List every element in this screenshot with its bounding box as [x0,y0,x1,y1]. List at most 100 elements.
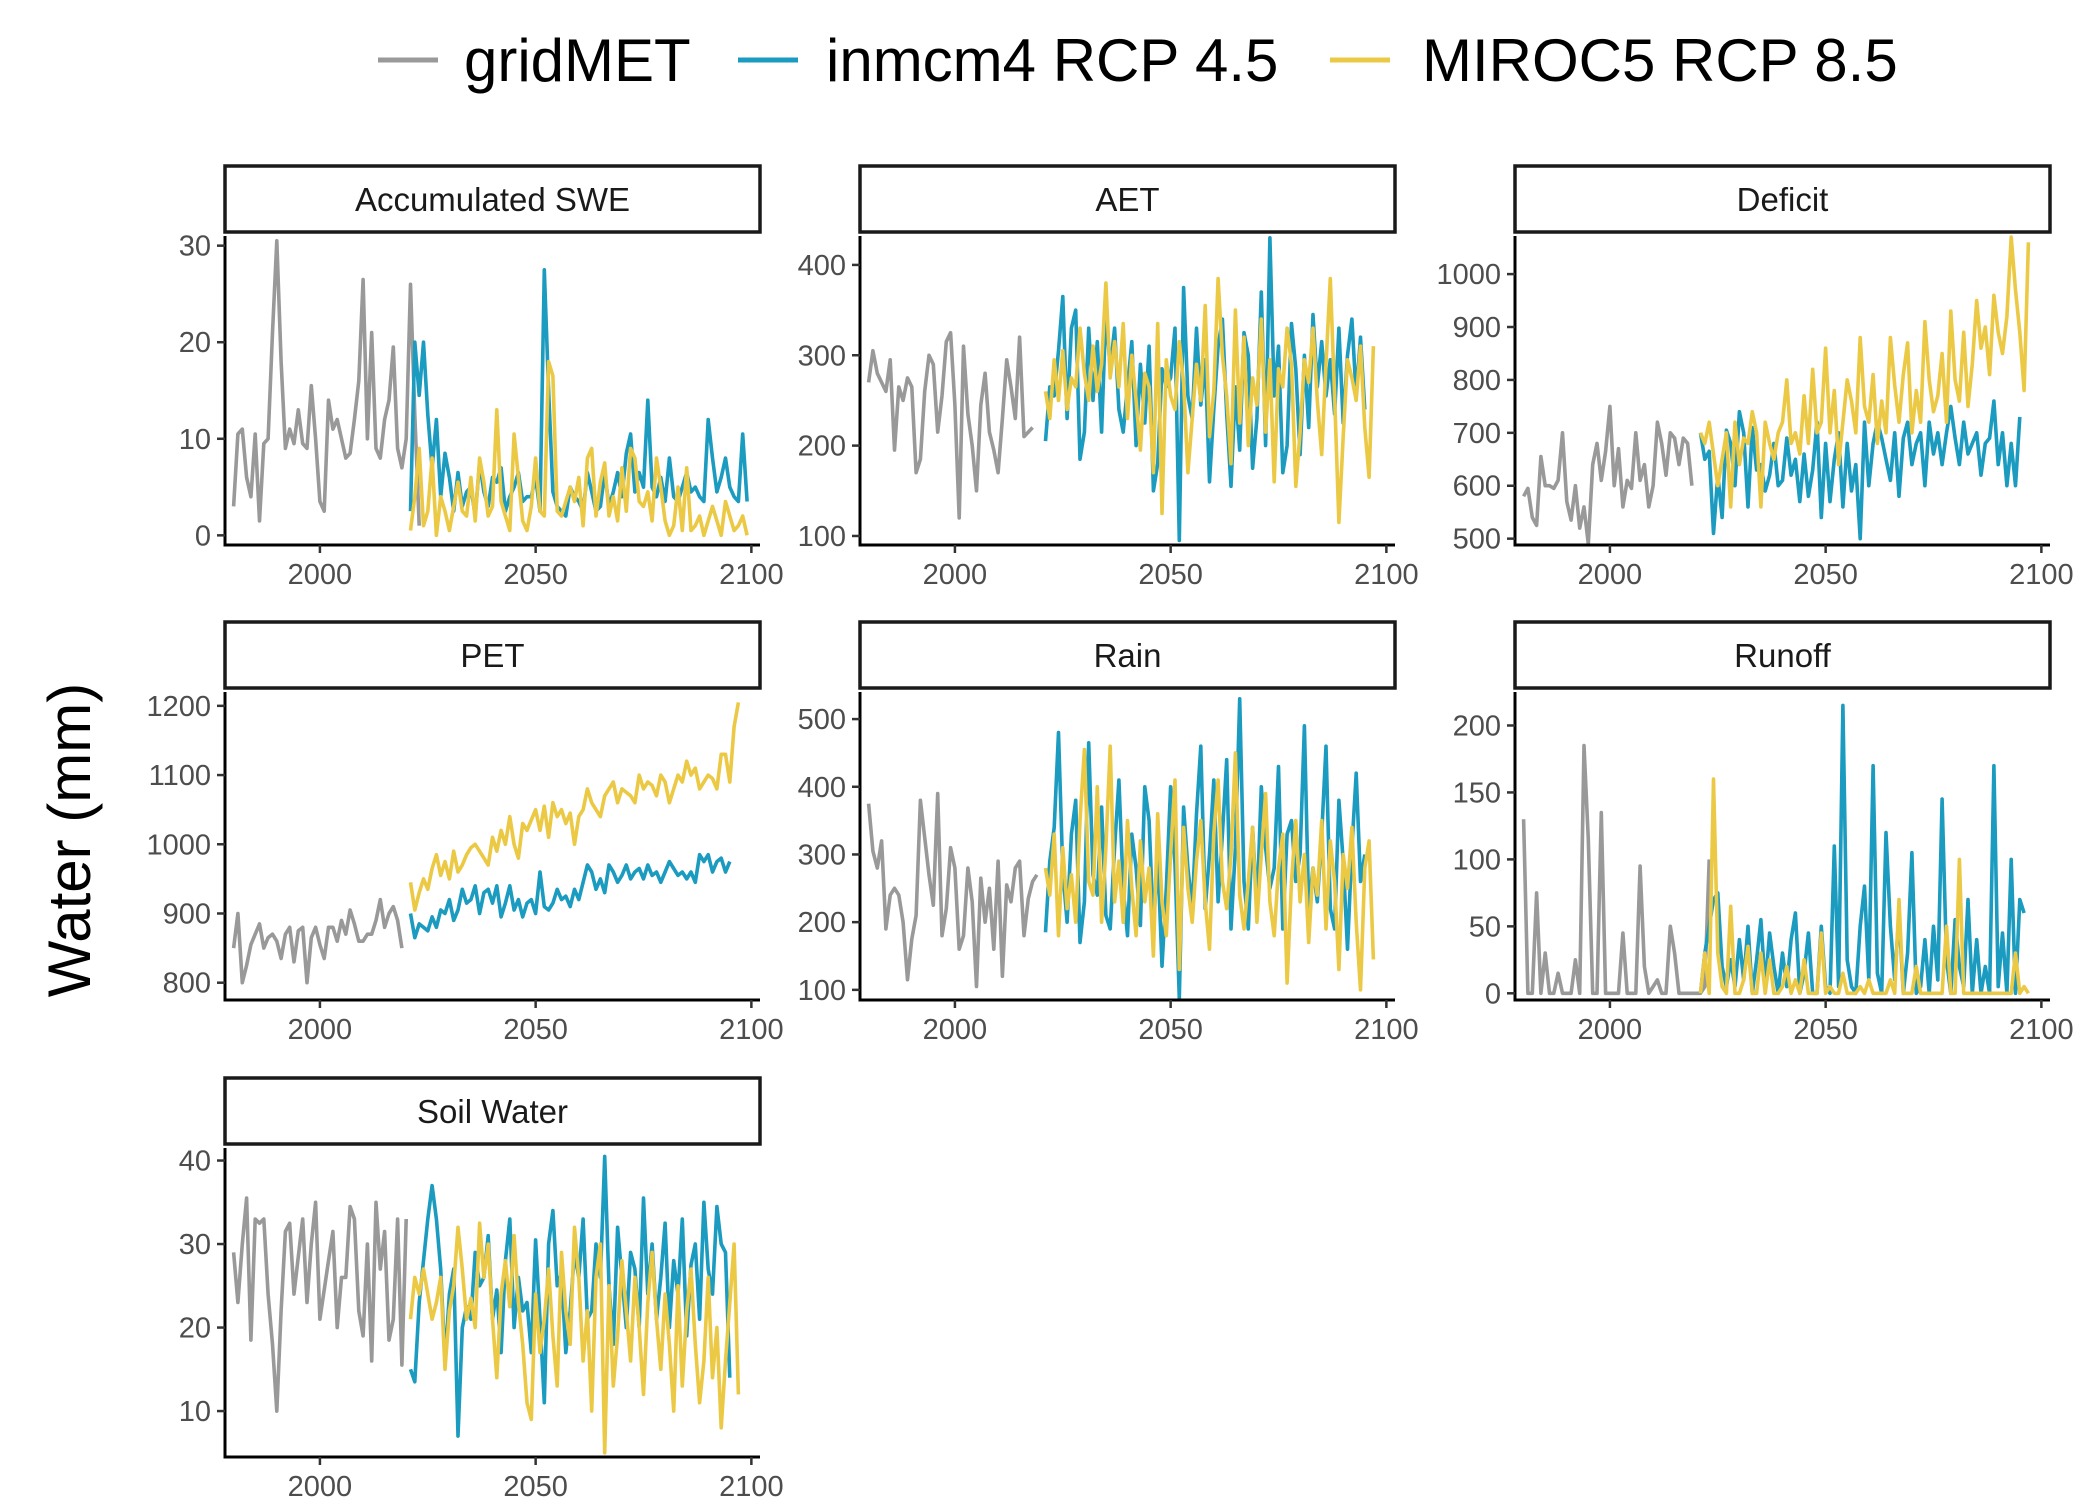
panel-title: Accumulated SWE [355,181,630,218]
series-line-gridmet [231,239,421,526]
y-tick-label: 100 [798,975,846,1007]
x-tick-label: 2000 [288,559,353,591]
panel-title: Rain [1094,637,1162,674]
y-tick-label: 500 [1453,524,1501,556]
panel-rain: Rain 100 200 300 400 500 2000 2050 2100 [798,620,1419,1046]
y-tick-label: 200 [798,907,846,939]
y-tick-label: 1000 [1436,259,1501,291]
x-tick-label: 2050 [503,1471,568,1499]
x-tick-label: 2100 [719,1471,784,1499]
y-tick-label: 30 [179,1229,211,1261]
y-tick-label: 0 [195,520,211,552]
panel-deficit: Deficit 500 600 700 800 900 1000 2000 2050 2100 [1436,164,2074,591]
panel-title: PET [460,637,524,674]
panel-runoff: Runoff 0 50 100 150 200 2000 2050 2100 [1453,620,2074,1046]
series-line-gridmet [1521,743,1711,996]
y-tick-label: 30 [179,231,211,263]
y-tick-label: 40 [179,1146,211,1178]
series-line-gridmet [866,791,1039,989]
panel-title: Runoff [1734,637,1831,674]
x-tick-label: 2100 [1354,1014,1419,1046]
y-tick-label: 1100 [149,760,211,792]
x-tick-label: 2100 [719,559,784,591]
panel-pet: PET 800 900 1000 1100 1200 2000 2050 2100 [146,620,784,1046]
panel-accumulated-swe: Accumulated SWE 0 10 20 30 2000 2050 2100 [179,164,784,591]
y-tick-label: 20 [179,1313,211,1345]
y-tick-label: 400 [798,772,846,804]
x-tick-label: 2050 [1793,559,1858,591]
series-line-miroc5-rcp-8-5 [1698,777,2030,996]
y-tick-label: 0 [1485,978,1501,1010]
y-axis-label: Water (mm) [36,683,103,997]
panel-aet: AET 100 200 300 400 2000 2050 2100 [798,164,1419,591]
panel-strip [223,620,762,690]
x-tick-label: 2050 [503,1014,568,1046]
y-tick-label: 800 [1453,365,1501,397]
y-tick-label: 100 [1453,844,1501,876]
series-line-inmcm4-rcp-4-5 [408,852,732,940]
legend-label-inmcm4-rcp-4-5: inmcm4 RCP 4.5 [826,27,1278,94]
panel-strip [858,164,1397,234]
y-tick-label: 50 [1469,911,1501,943]
y-tick-label: 400 [798,250,846,282]
x-tick-label: 2050 [1138,559,1203,591]
panel-title: Soil Water [417,1093,568,1130]
panel-strip [223,164,762,234]
legend-label-miroc5-rcp-8-5: MIROC5 RCP 8.5 [1422,27,1898,94]
y-tick-label: 10 [179,1396,211,1428]
legend: gridMET inmcm4 RCP 4.5 MIROC5 RCP 8.5 [378,27,1898,94]
panel-title: Deficit [1737,181,1829,218]
series-line-miroc5-rcp-8-5 [408,359,749,538]
y-tick-label: 600 [1453,471,1501,503]
y-tick-label: 200 [798,431,846,463]
series-line-inmcm4-rcp-4-5 [408,1154,732,1438]
x-tick-label: 2000 [288,1014,353,1046]
x-tick-label: 2100 [2009,1014,2074,1046]
y-tick-label: 200 [1453,710,1501,742]
legend-label-gridmet: gridMET [464,27,691,94]
y-tick-label: 700 [1453,418,1501,450]
panel-soil-water: Soil Water 10 20 30 40 2000 2050 2100 [179,1076,784,1499]
x-tick-label: 2100 [719,1014,784,1046]
y-tick-label: 20 [179,327,211,359]
series-line-gridmet [231,1196,408,1413]
x-tick-label: 2100 [1354,559,1419,591]
panel-strip [858,620,1397,690]
x-tick-label: 2050 [1138,1014,1203,1046]
series-line-miroc5-rcp-8-5 [1043,744,1376,992]
series-lines [231,239,749,538]
x-tick-label: 2100 [2009,559,2074,591]
series-lines [231,702,741,985]
series-line-gridmet [866,330,1034,520]
series-lines [1522,235,2031,546]
y-tick-label: 500 [798,704,846,736]
x-tick-label: 2050 [503,559,568,591]
y-tick-label: 900 [1453,312,1501,344]
y-tick-label: 1200 [146,691,211,723]
series-line-miroc5-rcp-8-5 [408,702,741,912]
y-tick-label: 100 [798,521,846,553]
y-tick-label: 150 [1453,777,1501,809]
y-tick-label: 300 [798,839,846,871]
x-tick-label: 2000 [288,1471,353,1499]
y-tick-label: 300 [798,340,846,372]
panel-strip [223,1076,762,1146]
x-tick-label: 2000 [1578,559,1643,591]
legend-item-gridmet: gridMET [378,27,691,94]
series-line-inmcm4-rcp-4-5 [408,267,749,518]
series-lines [866,236,1376,543]
series-lines [866,696,1376,1001]
series-line-inmcm4-rcp-4-5 [1698,399,2022,541]
y-tick-label: 10 [179,424,211,456]
y-tick-label: 1000 [146,829,211,861]
series-line-miroc5-rcp-8-5 [1698,235,2031,509]
series-line-gridmet [1522,404,1694,546]
series-line-miroc5-rcp-8-5 [408,1221,741,1455]
x-tick-label: 2000 [923,1014,988,1046]
series-lines [231,1154,741,1455]
x-tick-label: 2050 [1793,1014,1858,1046]
legend-item-miroc5-rcp-8-5: MIROC5 RCP 8.5 [1330,27,1898,94]
panel-strip [1513,620,2052,690]
